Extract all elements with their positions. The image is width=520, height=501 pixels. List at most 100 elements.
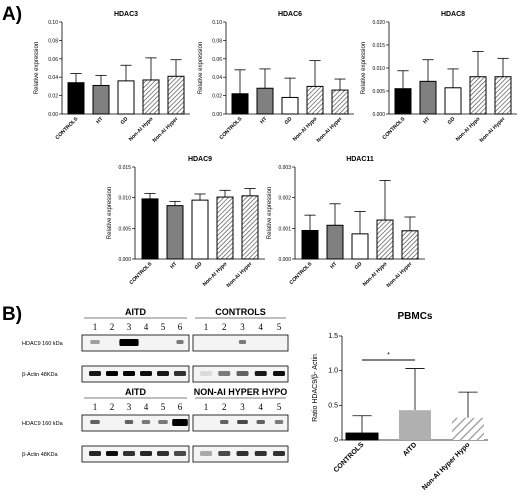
bar xyxy=(444,87,462,115)
blot-row-label: β-Actin 48KDa xyxy=(22,452,59,458)
y-tick-label: 1.0 xyxy=(328,368,338,375)
y-tick-label: 0.000 xyxy=(372,112,385,118)
y-tick-label: 0.000 xyxy=(278,257,291,263)
chart-hdac8: HDAC8 0.000 0.005 0.010 0.015 0.020 Relative e… xyxy=(361,11,517,144)
chart-title: HDAC11 xyxy=(346,156,374,163)
hdac9-band xyxy=(238,340,247,344)
hdac9-band xyxy=(90,340,100,344)
category-label: Non-AI Hyper Hypo xyxy=(421,441,471,491)
bar xyxy=(419,80,437,115)
y-tick-label: 1.5 xyxy=(328,333,338,340)
category-label: GD xyxy=(354,261,364,271)
hdac9-band xyxy=(90,420,100,424)
actin-band xyxy=(89,451,101,456)
blot-top: AITD CONTROLS 1 2 3 4 5 6 1 2 3 4 5 HDAC9 160 kDa β-Ac… xyxy=(22,307,289,383)
chart-title: HDAC6 xyxy=(278,11,302,18)
bar xyxy=(117,80,135,115)
chart-title: PBMCs xyxy=(397,311,432,322)
hdac9-band xyxy=(176,340,184,344)
y-axis-label: Relative expression xyxy=(361,42,367,94)
category-label: Non-AI Hyper xyxy=(226,261,254,289)
blot-strip-actin xyxy=(81,445,190,463)
bar xyxy=(401,230,419,260)
y-tick-label: 0.02 xyxy=(212,94,222,100)
lane-number: 1 xyxy=(93,402,98,412)
lane-number: 3 xyxy=(240,322,245,332)
actin-band xyxy=(254,371,267,376)
actin-band xyxy=(254,451,267,456)
actin-band xyxy=(140,371,152,376)
actin-band xyxy=(273,371,285,376)
bar xyxy=(345,432,379,441)
y-tick-label: 0.015 xyxy=(372,43,385,49)
actin-band xyxy=(106,371,118,376)
category-label: Non-AI Hypo xyxy=(362,261,388,287)
actin-band xyxy=(200,371,212,376)
actin-band xyxy=(157,371,169,376)
category-label: Non-AI Hyper xyxy=(152,116,180,144)
lane-number: 2 xyxy=(110,322,115,332)
y-tick-label: 0.06 xyxy=(212,57,222,63)
bar xyxy=(241,195,259,260)
hdac9-band xyxy=(220,420,229,424)
lane-number: 3 xyxy=(127,322,132,332)
chart-hdac6: HDAC6 0.00 0.02 0.04 0.06 0.08 0.10 Relative ex… xyxy=(198,11,354,144)
category-label: HT xyxy=(95,116,105,126)
lane-number: 2 xyxy=(222,322,227,332)
category-label: CONTROLS xyxy=(129,261,154,286)
y-tick-label: 0.00 xyxy=(212,112,222,118)
y-axis-label: Ratio HDAC9/β- Actin xyxy=(312,354,319,422)
y-tick-label: 0.04 xyxy=(48,75,58,81)
bar xyxy=(281,96,299,115)
bar xyxy=(301,229,319,260)
hdac9-band xyxy=(124,420,134,424)
bar xyxy=(231,93,249,115)
bar xyxy=(92,84,110,115)
category-label: GD xyxy=(194,261,204,271)
y-tick-label: 0.003 xyxy=(278,165,291,171)
lane-number: 4 xyxy=(144,402,149,412)
lane-number: 1 xyxy=(204,322,209,332)
actin-band xyxy=(157,451,169,456)
category-label: Non-AI Hypo xyxy=(455,116,481,142)
blot-strip-hdac9 xyxy=(81,414,190,432)
actin-band xyxy=(123,451,135,456)
y-tick-label: 0.08 xyxy=(48,38,58,44)
y-tick-label: 0.10 xyxy=(48,20,58,26)
category-label: Non-AI Hyper xyxy=(479,116,507,144)
y-tick-label: 0.10 xyxy=(212,20,222,26)
y-tick-label: 0.001 xyxy=(278,226,291,232)
chart-title: HDAC9 xyxy=(188,156,212,163)
y-tick-label: 0.5 xyxy=(328,402,338,409)
western-blots: AITD CONTROLS 1 2 3 4 5 6 1 2 3 4 5 HDAC9 160 kDa β-Ac… xyxy=(22,307,289,463)
y-axis-label: Relative expression xyxy=(34,42,40,94)
actin-band xyxy=(218,451,231,456)
blot-group-header: AITD xyxy=(125,387,146,397)
actin-band xyxy=(140,451,152,456)
bar xyxy=(256,87,274,115)
bar xyxy=(326,224,344,260)
hdac9-band xyxy=(158,420,168,424)
category-label: HT xyxy=(329,261,339,271)
actin-band xyxy=(218,371,231,376)
bar xyxy=(167,75,185,115)
lane-number: 5 xyxy=(277,322,282,332)
bar xyxy=(67,82,85,115)
chart-hdac9: HDAC9 0.000 0.005 0.010 0.015 Relative expres… xyxy=(107,156,265,289)
category-label: AITD xyxy=(402,441,419,458)
actin-band xyxy=(106,451,118,456)
bar xyxy=(452,417,484,440)
category-label: Non-AI Hyper xyxy=(386,261,414,289)
lane-number: 6 xyxy=(178,322,183,332)
bar xyxy=(469,76,487,115)
category-label: GD xyxy=(284,116,294,126)
hdac9-band xyxy=(256,420,265,424)
hdac9-band xyxy=(141,420,151,424)
y-tick-label: 0.010 xyxy=(372,66,385,72)
actin-band xyxy=(174,371,186,376)
actin-band xyxy=(273,451,285,456)
category-label: GD xyxy=(120,116,130,126)
lane-number: 5 xyxy=(161,402,166,412)
category-label: Non-AI Hypo xyxy=(202,261,228,287)
bar xyxy=(399,410,431,440)
